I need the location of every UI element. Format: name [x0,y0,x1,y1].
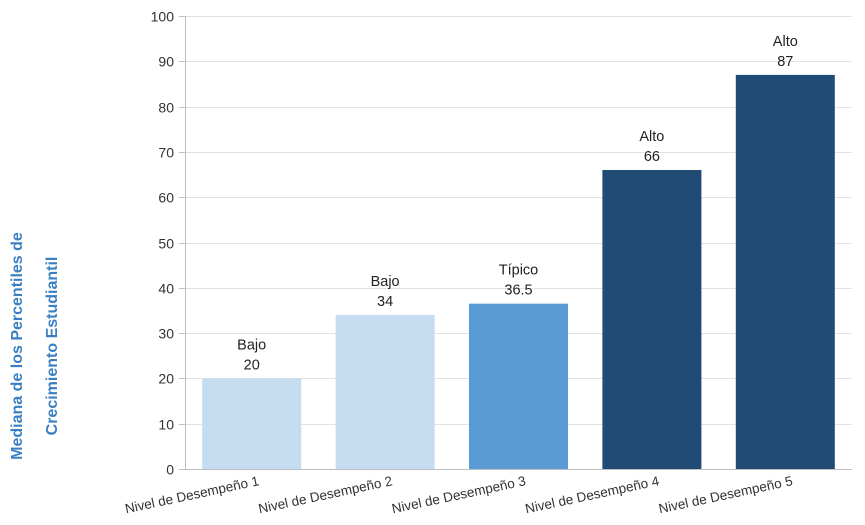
y-axis-title-line-1: Mediana de los Percentiles de [9,232,26,460]
bar [602,170,702,469]
y-tick-label: 10 [158,417,174,433]
bar-value-label: 66 [644,149,660,165]
bar-annotation: Típico [499,263,539,279]
bar-annotation: Bajo [371,274,400,290]
y-tick-label: 20 [158,371,174,387]
bar-value-label: 87 [777,54,793,70]
bar [735,74,835,469]
y-axis-ticks: 0 10 20 30 40 50 60 70 80 90 100 [151,9,175,478]
x-category-label: Nivel de Desempeño 4 [524,473,661,516]
bar [469,303,568,469]
y-axis-title-line-2: Crecimiento Estudiantil [44,257,61,436]
y-tick-label: 80 [158,100,174,116]
bar [202,378,302,469]
bar-annotation: Alto [639,129,664,145]
y-tick-label: 70 [158,145,174,161]
bar-value-label: 34 [377,294,393,310]
y-tick-label: 50 [158,236,174,252]
y-tick-label: 40 [158,281,174,297]
bars [202,74,835,469]
bar-annotation: Bajo [237,337,266,353]
x-category-label: Nivel de Desempeño 1 [124,473,261,516]
x-category-label: Nivel de Desempeño 2 [257,473,394,516]
bar-value-label: 20 [244,357,260,373]
y-tick-label: 60 [158,190,174,206]
bar-labels: Bajo 20 Bajo 34 Típico 36.5 Alto 66 Alto 87 [237,34,798,374]
x-category-label: Nivel de Desempeño 5 [657,473,794,516]
y-tick-label: 90 [158,54,174,70]
bar-annotation: Alto [773,34,798,50]
y-tick-label: 30 [158,326,174,342]
x-category-label: Nivel de Desempeño 3 [390,473,527,516]
y-tick-label: 100 [151,9,175,25]
bar [335,314,435,469]
y-axis-title: Mediana de los Percentiles de Crecimient… [9,232,61,460]
bar-value-label: 36.5 [504,283,532,299]
y-tick-label: 0 [166,462,174,478]
